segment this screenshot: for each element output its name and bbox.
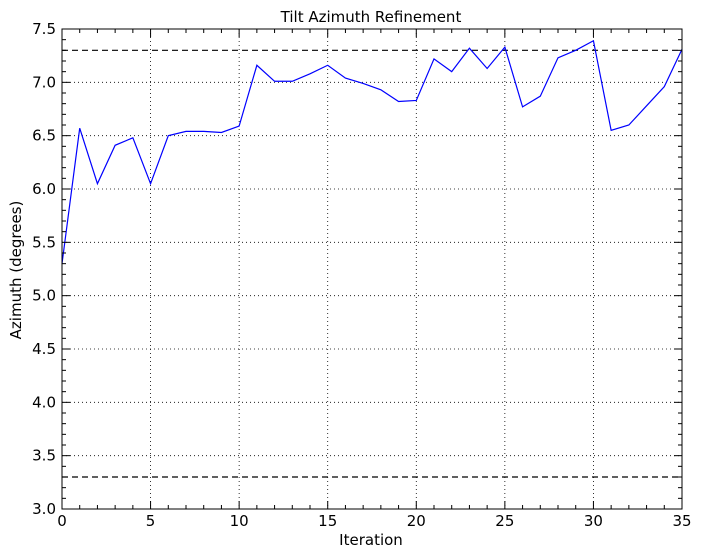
y-tick-label: 6.5 bbox=[32, 127, 56, 145]
x-tick-label: 10 bbox=[230, 512, 249, 530]
x-tick-label: 30 bbox=[584, 512, 603, 530]
axis-ticks bbox=[61, 28, 683, 510]
x-tick-label: 5 bbox=[146, 512, 156, 530]
x-tick-label: 15 bbox=[318, 512, 337, 530]
y-tick-label: 5.5 bbox=[32, 233, 56, 251]
y-tick-label: 5.0 bbox=[32, 287, 56, 305]
x-axis-label: Iteration bbox=[339, 531, 403, 549]
plot-frame bbox=[61, 28, 683, 510]
chart-title: Tilt Azimuth Refinement bbox=[280, 8, 462, 26]
y-tick-label: 6.0 bbox=[32, 180, 56, 198]
x-tick-label: 25 bbox=[495, 512, 514, 530]
x-tick-label: 35 bbox=[672, 512, 691, 530]
y-tick-label: 3.5 bbox=[32, 447, 56, 465]
reference-lines bbox=[62, 49, 682, 478]
y-tick-label: 3.0 bbox=[32, 500, 56, 518]
series-line bbox=[61, 39, 683, 264]
x-tick-label: 20 bbox=[407, 512, 426, 530]
y-axis-label: Azimuth (degrees) bbox=[7, 201, 25, 340]
x-tick-labels: 0 5 10 15 20 25 30 35 bbox=[57, 512, 691, 530]
y-tick-label: 4.5 bbox=[32, 340, 56, 358]
x-tick-label: 0 bbox=[57, 512, 67, 530]
y-tick-labels: 3.0 3.5 4.0 4.5 5.0 5.5 6.0 6.5 7.0 7.5 bbox=[32, 20, 56, 518]
y-tick-label: 4.0 bbox=[32, 393, 56, 411]
grid bbox=[62, 29, 682, 509]
y-tick-label: 7.0 bbox=[32, 73, 56, 91]
y-tick-label: 7.5 bbox=[32, 20, 56, 38]
